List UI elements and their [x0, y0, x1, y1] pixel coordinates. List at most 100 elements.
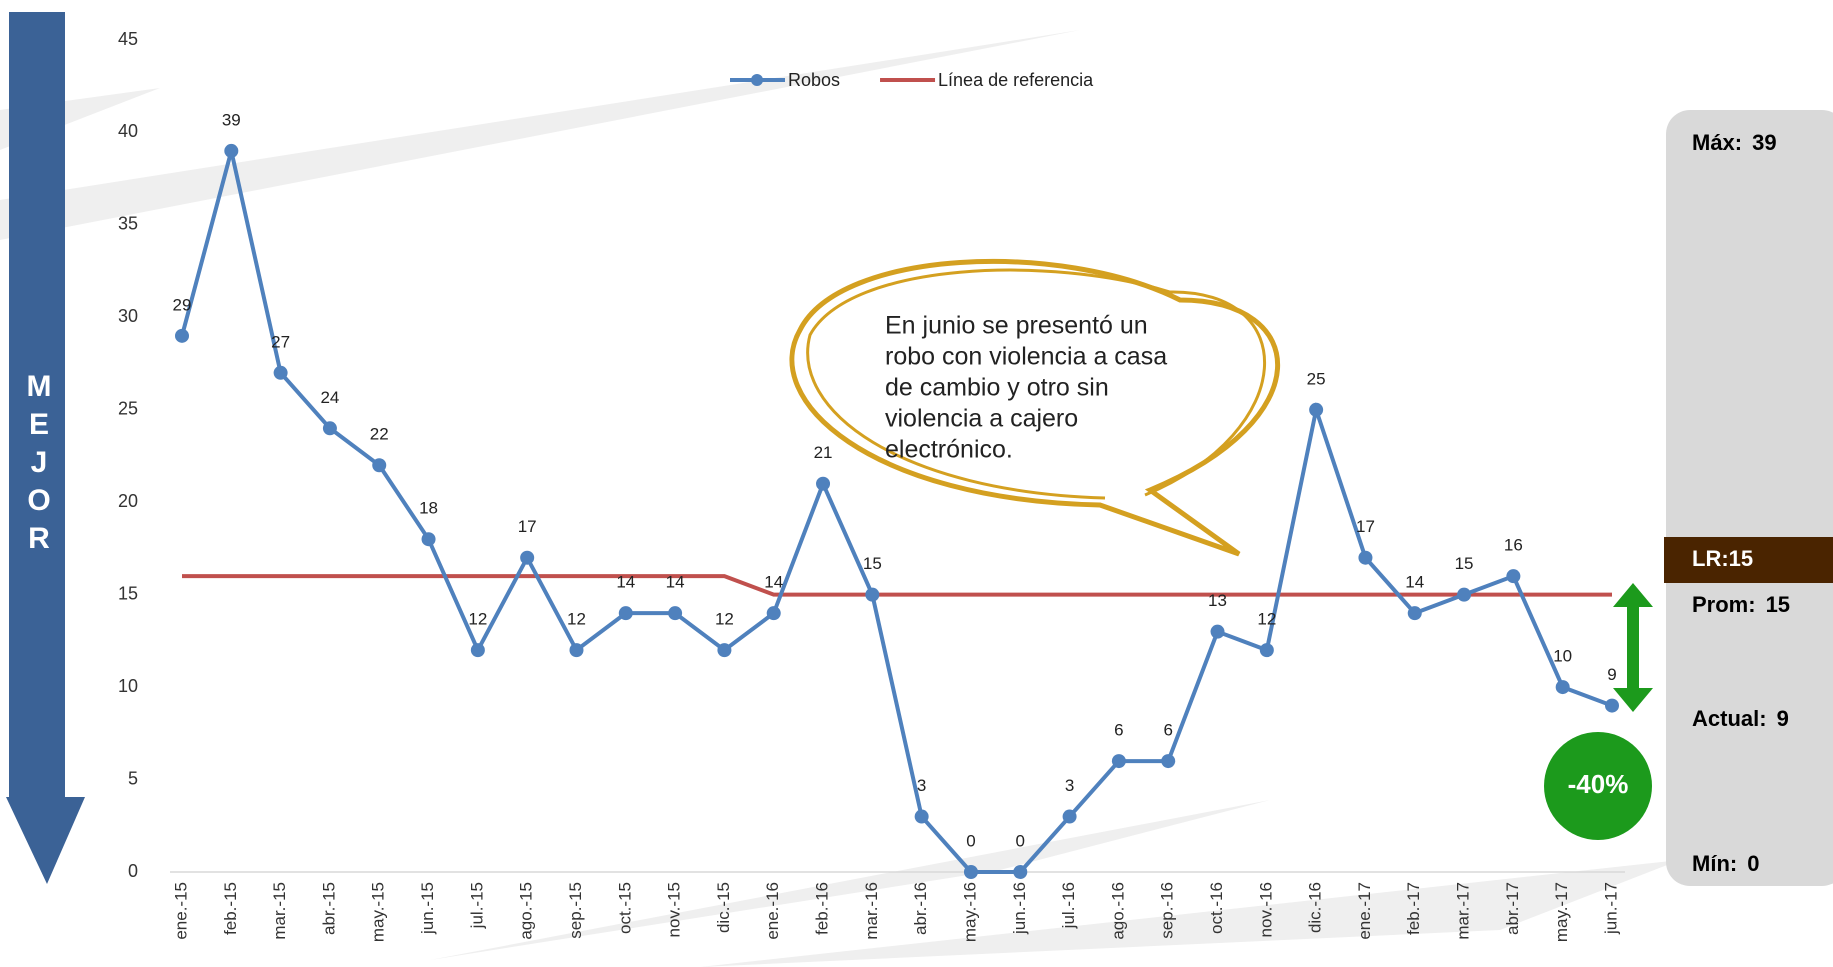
- x-tick-label: oct.-16: [1207, 882, 1226, 934]
- summary-value: 0: [1747, 851, 1759, 876]
- data-label: 12: [715, 610, 734, 629]
- better-label: MEJOR: [26, 370, 52, 555]
- annotation-text: robo con violencia a casa: [885, 343, 1167, 371]
- data-label: 0: [966, 831, 975, 850]
- data-label: 22: [370, 425, 389, 444]
- x-tick-label: may.-16: [960, 882, 979, 942]
- x-tick-label: may.-15: [369, 882, 388, 942]
- callout: [789, 259, 1281, 557]
- summary-value: 15: [1729, 546, 1753, 571]
- data-point: [618, 606, 633, 621]
- data-point: [273, 365, 288, 380]
- annotation-text: En junio se presentó un: [885, 312, 1148, 340]
- data-label: 3: [1065, 776, 1074, 795]
- data-label: 17: [518, 517, 537, 536]
- summary-label: Actual:: [1692, 706, 1767, 731]
- data-label: 12: [567, 610, 586, 629]
- better-arrow: [6, 12, 85, 884]
- x-tick-label: ene.-16: [763, 882, 782, 940]
- data-label: 27: [271, 332, 290, 351]
- data-label: 16: [1504, 536, 1523, 555]
- x-tick-label: sep.-15: [566, 882, 585, 939]
- annotation-text: violencia a cajero: [885, 405, 1078, 433]
- data-label: 0: [1016, 831, 1025, 850]
- x-tick-label: ene.-17: [1355, 882, 1374, 940]
- y-tick-label: 0: [128, 861, 138, 881]
- y-tick-label: 5: [128, 768, 138, 788]
- x-tick-label: ene.-15: [171, 882, 190, 940]
- x-tick-label: mar.-16: [862, 882, 881, 940]
- data-point: [1210, 624, 1225, 639]
- x-tick-label: abr.-15: [319, 882, 338, 935]
- data-label: 13: [1208, 591, 1227, 610]
- x-tick-label: ago.-16: [1108, 882, 1127, 940]
- y-tick-label: 30: [118, 306, 138, 326]
- series-line: [182, 574, 1612, 597]
- data-point: [717, 643, 732, 658]
- summary-panel: [1666, 110, 1833, 886]
- data-label: 3: [917, 776, 926, 795]
- x-tick-label: mar.-15: [270, 882, 289, 940]
- y-tick-label: 20: [118, 491, 138, 511]
- x-tick-label: jun.-15: [418, 882, 437, 935]
- x-tick-label: oct.-15: [615, 882, 634, 934]
- x-tick-label: jul.-16: [1059, 882, 1078, 929]
- data-point: [1407, 606, 1422, 621]
- background-streaks: [0, 30, 1680, 967]
- data-point: [1457, 587, 1472, 602]
- data-label: 12: [468, 610, 487, 629]
- legend-label: Línea de referencia: [938, 70, 1094, 90]
- summary-current: Actual: 9: [1692, 706, 1789, 731]
- y-tick-label: 40: [118, 121, 138, 141]
- change-arrow: [1613, 583, 1653, 712]
- x-tick-label: feb.-16: [813, 882, 832, 935]
- data-point: [520, 550, 535, 565]
- change-badge: [1544, 732, 1652, 840]
- data-label: 6: [1114, 721, 1123, 740]
- data-label: 12: [1257, 610, 1276, 629]
- change-label: -40%: [1568, 769, 1629, 799]
- summary-value: 39: [1752, 130, 1776, 155]
- x-tick-label: feb.-15: [221, 882, 240, 935]
- data-point: [963, 865, 978, 879]
- x-tick-label: sep.-16: [1158, 882, 1177, 939]
- annotation-text: de cambio y otro sin: [885, 374, 1109, 402]
- x-tick-label: dic.-15: [714, 882, 733, 933]
- data-label: 17: [1356, 517, 1375, 536]
- x-tick-label: jun.-16: [1010, 882, 1029, 935]
- x-tick-label: jul.-15: [467, 882, 486, 929]
- y-tick-label: 35: [118, 214, 138, 234]
- data-point: [1161, 754, 1176, 769]
- data-label: 14: [666, 573, 685, 592]
- summary-min: Mín: 0: [1692, 851, 1759, 876]
- summary-value: 15: [1766, 592, 1790, 617]
- summary-label: Prom:: [1692, 592, 1756, 617]
- data-point: [569, 643, 584, 658]
- x-tick-label: ago.-15: [517, 882, 536, 940]
- data-point: [1062, 809, 1077, 824]
- data-label: 9: [1607, 665, 1616, 684]
- data-label: 25: [1307, 369, 1326, 388]
- y-tick-label: 10: [118, 676, 138, 696]
- summary-label: Máx:: [1692, 130, 1742, 155]
- data-point: [914, 809, 929, 824]
- data-point: [470, 643, 485, 658]
- data-point: [766, 606, 781, 621]
- data-point: [1111, 754, 1126, 769]
- x-tick-label: mar.-17: [1454, 882, 1473, 940]
- x-tick-label: dic.-16: [1306, 882, 1325, 933]
- summary-max: Máx: 39: [1692, 130, 1777, 155]
- x-tick-label: feb.-17: [1404, 882, 1423, 935]
- data-label: 29: [173, 295, 192, 314]
- data-label: 6: [1163, 721, 1172, 740]
- data-point: [1506, 569, 1521, 584]
- x-tick-label: jun.-17: [1601, 882, 1620, 935]
- data-label: 15: [863, 554, 882, 573]
- data-label: 18: [419, 499, 438, 518]
- data-label: 14: [616, 573, 635, 592]
- legend-label: Robos: [788, 70, 840, 90]
- summary-label: Mín:: [1692, 851, 1737, 876]
- data-point: [322, 421, 337, 436]
- data-label: 39: [222, 110, 241, 129]
- data-label: 14: [764, 573, 783, 592]
